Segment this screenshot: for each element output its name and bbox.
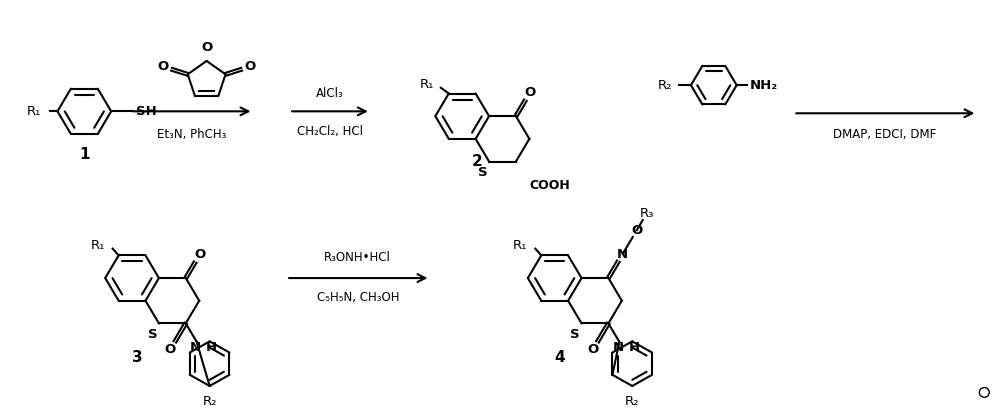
Text: O: O — [631, 224, 642, 237]
Text: S: S — [148, 328, 157, 341]
Text: 2: 2 — [472, 154, 483, 169]
Text: S: S — [570, 328, 580, 341]
Text: C₅H₅N, CH₃OH: C₅H₅N, CH₃OH — [317, 290, 399, 304]
Text: R₂: R₂ — [658, 79, 672, 91]
Text: O: O — [245, 60, 256, 73]
Text: H: H — [206, 341, 217, 354]
Text: R₁: R₁ — [27, 105, 42, 118]
Text: R₂: R₂ — [202, 395, 217, 408]
Text: Et₃N, PhCH₃: Et₃N, PhCH₃ — [157, 128, 226, 141]
Text: R₁: R₁ — [513, 239, 527, 252]
Text: CH₂Cl₂, HCl: CH₂Cl₂, HCl — [297, 125, 363, 138]
Text: N: N — [190, 341, 201, 354]
Text: R₁: R₁ — [419, 78, 434, 91]
Text: 3: 3 — [132, 350, 142, 365]
Text: O: O — [201, 41, 212, 54]
Text: O: O — [587, 343, 599, 356]
Text: COOH: COOH — [530, 178, 571, 192]
Text: R₁: R₁ — [90, 239, 105, 252]
Text: H: H — [628, 341, 639, 354]
Text: R₃: R₃ — [639, 207, 654, 220]
Text: S: S — [478, 166, 487, 179]
Text: O: O — [194, 248, 205, 261]
Text: R₃ONH•HCl: R₃ONH•HCl — [324, 250, 391, 264]
Text: O: O — [165, 343, 176, 356]
Text: N: N — [613, 341, 624, 354]
Text: 1: 1 — [79, 147, 90, 162]
Text: O: O — [158, 60, 169, 73]
Text: 4: 4 — [554, 350, 565, 365]
Text: R₂: R₂ — [625, 395, 640, 408]
Text: NH₂: NH₂ — [750, 79, 778, 91]
Text: O: O — [524, 86, 535, 99]
Text: DMAP, EDCI, DMF: DMAP, EDCI, DMF — [833, 128, 936, 141]
Text: AlCl₃: AlCl₃ — [316, 87, 344, 100]
Text: N: N — [617, 248, 628, 261]
Text: SH: SH — [136, 105, 157, 118]
